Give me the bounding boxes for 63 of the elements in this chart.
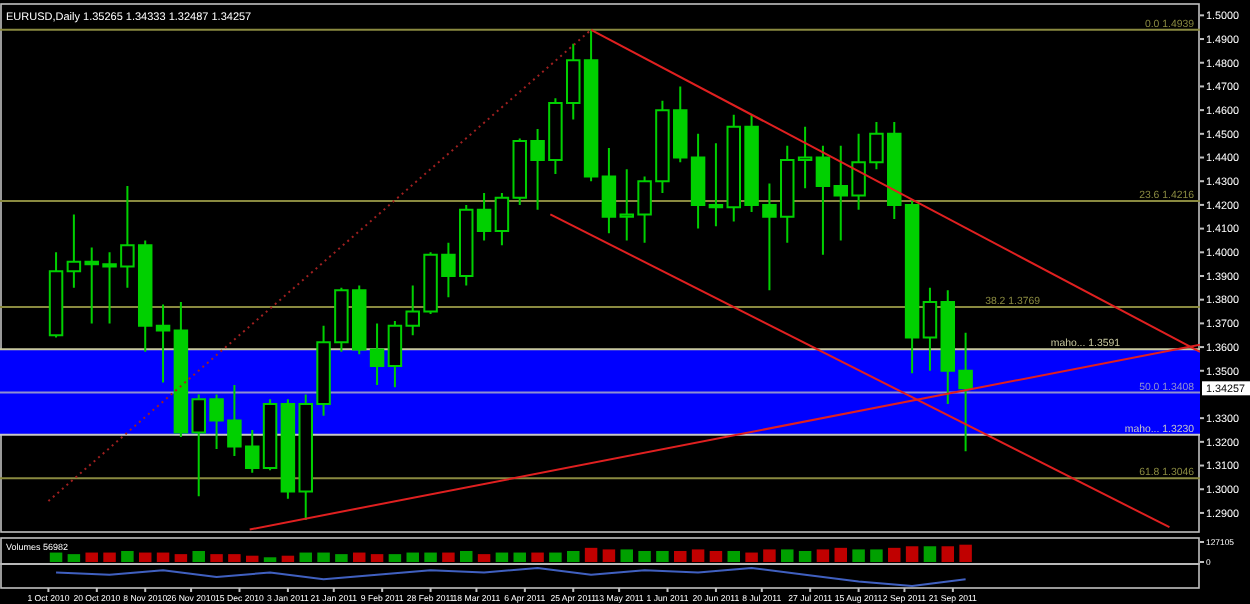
bar [941, 546, 955, 562]
bar [745, 552, 758, 562]
bar [727, 550, 740, 562]
bar [174, 554, 188, 562]
bar [352, 552, 366, 562]
bar [852, 549, 865, 562]
bar [763, 549, 776, 562]
bar [192, 550, 205, 562]
bar [959, 544, 972, 562]
bar [281, 555, 295, 562]
bar [602, 549, 616, 562]
candlestick [262, 398, 278, 472]
bar [245, 555, 259, 562]
bar [513, 552, 526, 562]
bar [674, 550, 687, 562]
bar [121, 550, 134, 562]
candlestick [476, 192, 492, 242]
bar [335, 554, 348, 562]
bar [67, 554, 81, 562]
bar [870, 549, 883, 562]
bar [781, 549, 794, 562]
candlestick [494, 192, 510, 247]
bar [549, 552, 562, 562]
bar [477, 554, 491, 562]
bar [299, 552, 312, 562]
bar [834, 547, 848, 562]
bar [638, 550, 651, 562]
bar [406, 552, 419, 562]
bar [460, 550, 473, 562]
bar [442, 552, 455, 562]
bar [317, 552, 330, 562]
bar [228, 554, 241, 562]
candlestick [583, 28, 599, 183]
bar [138, 552, 152, 562]
bar [691, 549, 705, 562]
candlestick [48, 251, 64, 339]
bar [370, 554, 384, 562]
bar [816, 549, 830, 562]
bar [388, 554, 402, 562]
bar [905, 546, 919, 562]
bar [798, 550, 812, 562]
candlestick [155, 303, 171, 384]
bar [495, 552, 509, 562]
bar [85, 552, 98, 562]
bar [156, 552, 170, 562]
bar [424, 552, 437, 562]
candlestick [369, 322, 385, 386]
candlestick [708, 142, 724, 228]
candlestick [815, 144, 831, 256]
bar [210, 554, 223, 562]
bar [923, 546, 937, 562]
bar [49, 552, 63, 562]
bar [567, 550, 580, 562]
candlestick [922, 286, 938, 372]
bar [620, 549, 633, 562]
bar [584, 547, 598, 562]
bar [531, 552, 544, 562]
bar [103, 552, 116, 562]
candlestick [601, 147, 617, 235]
bar [888, 547, 901, 562]
candlestick [690, 132, 706, 230]
bar [656, 550, 669, 562]
bar [709, 550, 723, 562]
